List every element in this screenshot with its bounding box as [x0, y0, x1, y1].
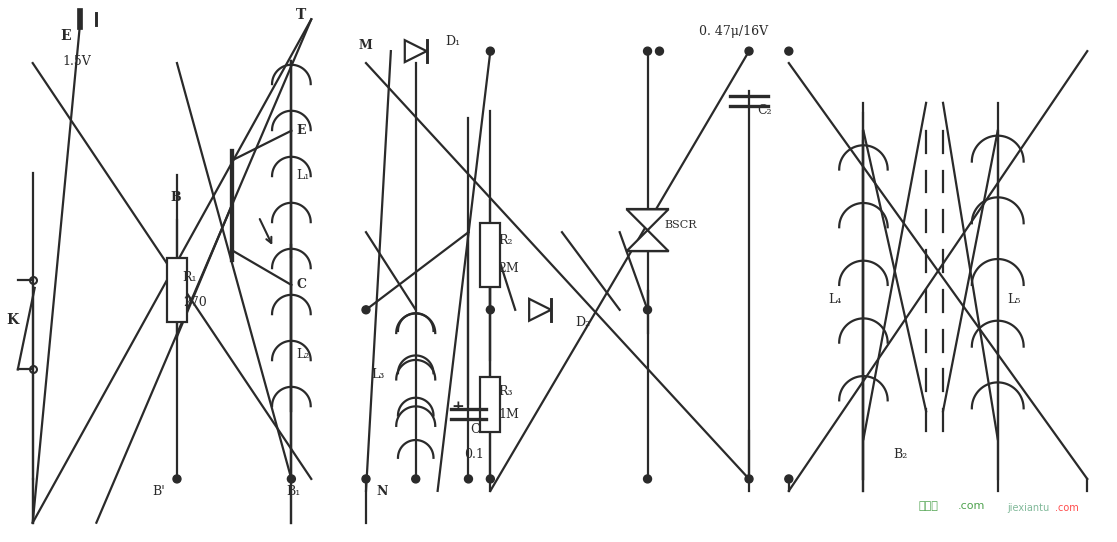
Text: BSCR: BSCR: [665, 220, 697, 230]
Bar: [480, 223, 500, 287]
Text: .com: .com: [958, 501, 985, 511]
Text: .com: .com: [1056, 503, 1079, 513]
Text: L₅: L₅: [1008, 293, 1021, 306]
Text: jiexiantu: jiexiantu: [1008, 503, 1050, 513]
Text: R₁: R₁: [182, 272, 197, 285]
Circle shape: [643, 47, 651, 55]
Text: E: E: [60, 29, 71, 43]
Circle shape: [656, 47, 663, 55]
Text: T: T: [296, 8, 306, 22]
Text: N: N: [376, 486, 388, 498]
Circle shape: [785, 47, 793, 55]
Text: L₄: L₄: [829, 293, 842, 306]
Bar: [480, 377, 500, 431]
Text: M: M: [359, 38, 373, 51]
Text: 1.5V: 1.5V: [63, 55, 92, 68]
Text: C₂: C₂: [757, 104, 772, 117]
Circle shape: [465, 475, 472, 483]
Text: 1M: 1M: [498, 408, 519, 421]
Polygon shape: [627, 230, 668, 251]
Text: R₃: R₃: [498, 385, 513, 398]
Polygon shape: [404, 40, 427, 62]
Circle shape: [745, 47, 753, 55]
Text: R₂: R₂: [498, 234, 513, 247]
Circle shape: [643, 475, 651, 483]
Circle shape: [486, 47, 495, 55]
Text: C₁: C₁: [470, 423, 485, 436]
Text: 0.1: 0.1: [465, 448, 485, 461]
Text: L₁: L₁: [296, 169, 309, 182]
Circle shape: [362, 306, 370, 314]
Text: B: B: [170, 191, 181, 204]
Text: K: K: [6, 313, 18, 327]
Circle shape: [745, 475, 753, 483]
Circle shape: [486, 306, 495, 314]
Text: E: E: [296, 124, 306, 137]
Text: 270: 270: [183, 296, 207, 309]
Text: B₂: B₂: [894, 448, 907, 461]
Circle shape: [643, 306, 651, 314]
Circle shape: [486, 475, 495, 483]
Text: C: C: [296, 279, 306, 292]
Text: B₁: B₁: [286, 486, 300, 498]
Text: L₂: L₂: [296, 348, 309, 361]
Circle shape: [173, 475, 181, 483]
Text: +: +: [451, 401, 465, 414]
Text: B': B': [152, 486, 165, 498]
Text: L₃: L₃: [371, 368, 384, 381]
Text: D₁: D₁: [446, 35, 460, 48]
Bar: [168, 257, 187, 322]
Text: 2M: 2M: [498, 262, 519, 274]
Text: 0. 47μ/16V: 0. 47μ/16V: [699, 25, 768, 38]
Text: D₂: D₂: [575, 316, 590, 329]
Text: 接线图: 接线图: [918, 501, 938, 511]
Circle shape: [785, 475, 793, 483]
Polygon shape: [529, 299, 551, 321]
Circle shape: [412, 475, 420, 483]
Circle shape: [287, 475, 295, 483]
Polygon shape: [627, 209, 668, 230]
Circle shape: [362, 475, 370, 483]
